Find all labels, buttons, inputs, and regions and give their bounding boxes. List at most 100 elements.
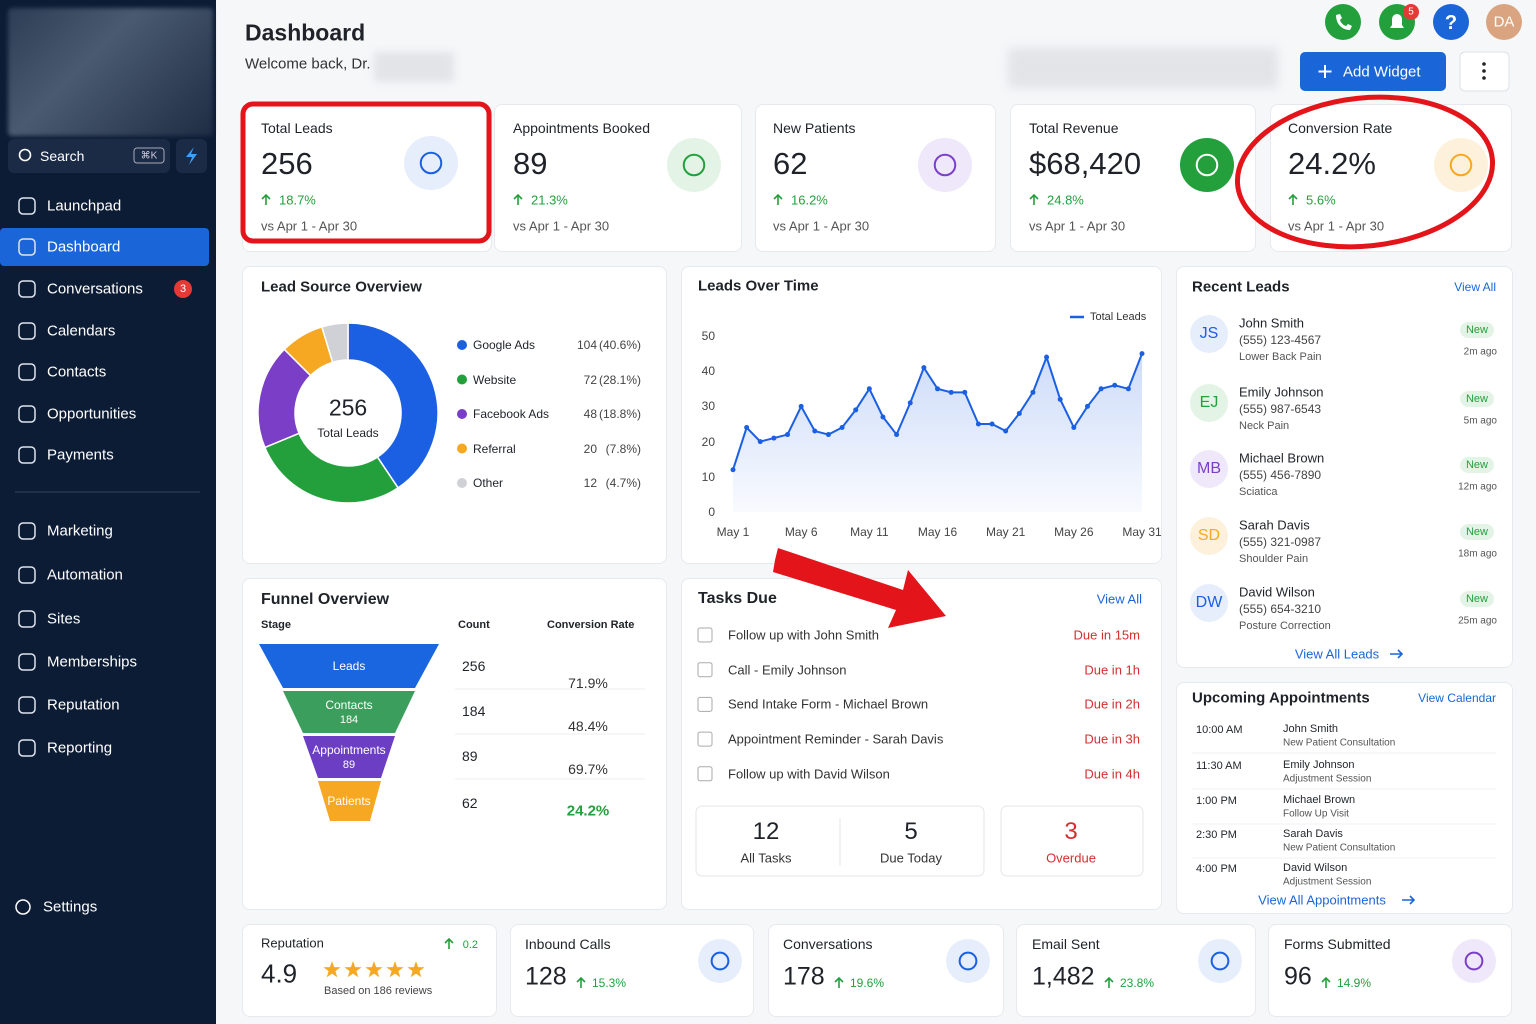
lead-phone: (555) 456-7890 <box>1239 468 1322 482</box>
nav-item[interactable]: Reputation <box>47 696 120 714</box>
kpi-period: vs Apr 1 - Apr 30 <box>261 218 358 234</box>
line-point <box>853 407 859 413</box>
nav-icon <box>18 322 36 340</box>
nav-icon <box>18 363 36 381</box>
task-due: Due in 4h <box>1084 766 1140 782</box>
kpi-value: 24.2% <box>1288 146 1376 181</box>
line-point <box>812 428 818 434</box>
kpi-value: 89 <box>513 146 548 181</box>
icon-bg <box>1434 138 1488 192</box>
line-point <box>798 403 804 409</box>
nav-item[interactable]: Opportunities <box>47 405 137 423</box>
view-all-link[interactable]: View All <box>1096 591 1142 607</box>
funnel-count: 62 <box>462 795 478 811</box>
funnel-stage-name: Appointments <box>312 743 386 757</box>
icon-glyph <box>958 951 978 971</box>
add-widget-label[interactable]: Add Widget <box>1343 63 1421 81</box>
card-title: Recent Leads <box>1192 278 1290 296</box>
star-icon <box>323 961 341 978</box>
legend-label: Referral <box>473 441 516 456</box>
icon-glyph <box>710 951 730 971</box>
funnel-count: 256 <box>462 658 486 674</box>
x-tick-label: May 6 <box>784 525 818 539</box>
kpi-label: New Patients <box>773 120 856 136</box>
funnel-rate: 71.9% <box>568 675 608 691</box>
lead-time: 12m ago <box>1458 481 1497 493</box>
funnel-stage-name: Patients <box>327 794 371 808</box>
nav-item[interactable]: Automation <box>47 566 123 584</box>
lead-name[interactable]: John Smith <box>1239 315 1305 331</box>
stat-label: Conversations <box>783 936 873 952</box>
view-all-link[interactable]: View All <box>1454 280 1496 294</box>
nav-item[interactable]: Payments <box>47 446 114 464</box>
task-label[interactable]: Call - Emily Johnson <box>728 662 847 678</box>
kpi-label: Total Revenue <box>1029 120 1119 136</box>
funnel-stage-name: Contacts <box>325 698 373 712</box>
task-label[interactable]: Follow up with David Wilson <box>728 766 890 782</box>
nav-settings[interactable]: Settings <box>43 898 98 916</box>
lead-name[interactable]: Michael Brown <box>1239 450 1325 466</box>
appointment-time: 4:00 PM <box>1196 863 1237 875</box>
legend-percent: (7.8%) <box>605 441 641 456</box>
funnel-stage-count: 184 <box>339 714 359 726</box>
stat-value: 178 <box>783 962 825 991</box>
nav-item[interactable]: Launchpad <box>47 197 122 215</box>
summary-label: All Tasks <box>740 850 792 866</box>
avatar <box>1486 4 1522 40</box>
view-all-leads-link[interactable]: View All Leads <box>1294 646 1380 662</box>
icon-bg <box>1198 939 1242 983</box>
nav-item[interactable]: Contacts <box>47 363 107 381</box>
line-point <box>825 432 831 438</box>
appointment-name: John Smith <box>1283 723 1339 735</box>
kpi-value: 62 <box>773 146 808 181</box>
up-arrow-icon <box>1104 976 1114 988</box>
card-title: Lead Source Overview <box>261 278 422 296</box>
highlight-box <box>240 101 492 244</box>
lead-avatar <box>1190 450 1228 488</box>
stat-change: 19.6% <box>850 976 885 990</box>
search-input[interactable]: Search <box>40 148 85 164</box>
appointment-name: David Wilson <box>1283 862 1348 874</box>
nav-icon <box>18 197 36 215</box>
task-label[interactable]: Appointment Reminder - Sarah Davis <box>728 731 944 747</box>
highlight-arrow <box>773 548 946 628</box>
legend-label: Google Ads <box>473 338 536 352</box>
funnel-rate: 24.2% <box>566 802 610 820</box>
line-point <box>880 414 886 420</box>
task-due: Due in 3h <box>1084 731 1140 747</box>
view-all-appointments-link[interactable]: View All Appointments <box>1258 892 1386 908</box>
legend-percent: (4.7%) <box>605 476 641 490</box>
view-calendar-link[interactable]: View Calendar <box>1418 691 1496 705</box>
line-point <box>1071 425 1077 431</box>
kpi-label: Appointments Booked <box>513 120 650 136</box>
nav-item[interactable]: Dashboard <box>47 238 121 256</box>
stat-label: Forms Submitted <box>1284 936 1391 952</box>
legend-label: Website <box>473 372 517 387</box>
nav-item[interactable]: Sites <box>47 610 81 628</box>
lead-status: New <box>1465 324 1489 336</box>
x-tick-label: May 21 <box>985 525 1026 539</box>
star-icon <box>386 961 404 978</box>
lead-time: 5m ago <box>1463 415 1497 427</box>
nav-item[interactable]: Memberships <box>47 653 138 671</box>
lead-status: New <box>1465 593 1489 605</box>
x-tick-label: May 31 <box>1122 525 1162 539</box>
kpi-period: vs Apr 1 - Apr 30 <box>1288 218 1385 234</box>
line-point <box>1030 389 1036 395</box>
lead-condition: Lower Back Pain <box>1239 351 1322 363</box>
task-label[interactable]: Follow up with John Smith <box>728 627 880 643</box>
nav-item[interactable]: Marketing <box>47 522 113 540</box>
task-label[interactable]: Send Intake Form - Michael Brown <box>728 696 929 712</box>
nav-item[interactable]: Conversations <box>47 280 143 298</box>
lead-phone: (555) 321-0987 <box>1239 535 1322 549</box>
lead-name[interactable]: Sarah Davis <box>1239 517 1310 533</box>
lead-name[interactable]: Emily Johnson <box>1239 384 1324 400</box>
nav-item[interactable]: Calendars <box>47 322 116 340</box>
summary-label: Due Today <box>880 850 942 866</box>
lead-time: 18m ago <box>1458 548 1497 560</box>
lead-name[interactable]: David Wilson <box>1239 584 1315 600</box>
appointment-time: 10:00 AM <box>1196 724 1243 736</box>
lead-time: 25m ago <box>1458 615 1497 627</box>
nav-item[interactable]: Reporting <box>47 739 113 757</box>
